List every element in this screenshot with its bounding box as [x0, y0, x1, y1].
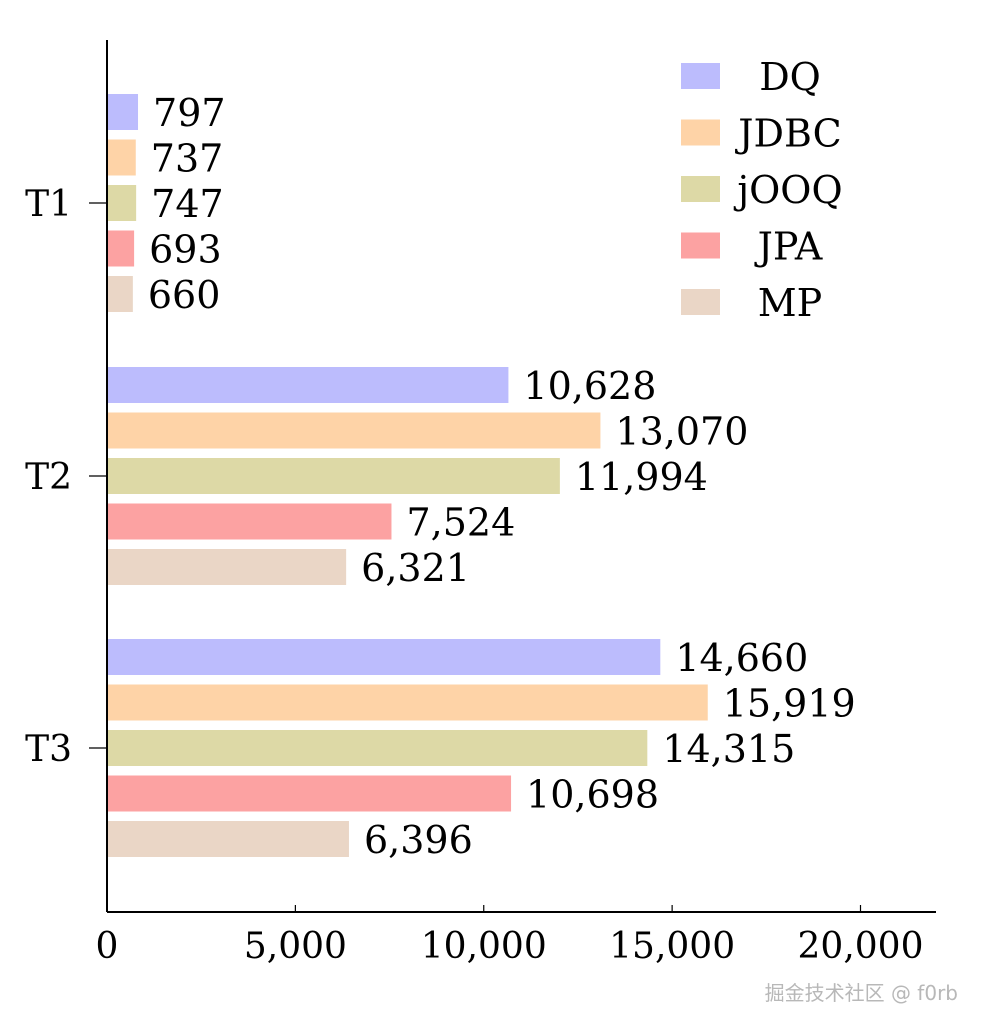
data-label: 6,396 — [364, 818, 473, 862]
bar — [108, 458, 560, 494]
x-tick-label: 15,000 — [609, 926, 735, 967]
data-label: 14,660 — [675, 636, 808, 680]
y-tick-label: T3 — [25, 729, 72, 770]
data-label: 10,628 — [523, 364, 656, 408]
data-label: 10,698 — [526, 773, 659, 817]
bar — [108, 230, 135, 267]
data-label: 693 — [149, 228, 222, 272]
bar — [108, 821, 349, 857]
x-tick-label: 20,000 — [798, 926, 924, 967]
data-labels: 79773774769366010,62813,07011,9947,5246,… — [148, 91, 856, 862]
legend-label: jOOQ — [733, 168, 842, 212]
data-label: 15,919 — [723, 682, 856, 726]
data-label: 11,994 — [575, 455, 708, 499]
x-tick-label: 0 — [96, 926, 119, 967]
bar — [108, 412, 601, 449]
data-label: 13,070 — [615, 410, 748, 454]
legend-label: DQ — [759, 55, 821, 99]
data-label: 7,524 — [406, 501, 515, 545]
legend-swatch — [681, 232, 720, 259]
bar — [108, 139, 136, 176]
bar — [108, 185, 137, 221]
data-label: 737 — [151, 137, 224, 181]
bar — [108, 367, 509, 403]
legend: DQ JDBC jOOQ JPA MP — [681, 55, 843, 325]
bar — [108, 684, 708, 721]
legend-label: JDBC — [734, 112, 841, 156]
x-tick-label: 5,000 — [244, 926, 347, 967]
legend-swatch — [681, 289, 720, 315]
legend-swatch — [681, 176, 720, 202]
x-tick-label: 10,000 — [421, 926, 547, 967]
bars — [108, 94, 708, 857]
bar — [108, 775, 512, 812]
data-label: 14,315 — [662, 727, 795, 771]
legend-label: MP — [758, 281, 822, 325]
data-label: 660 — [148, 273, 221, 317]
bar — [108, 276, 133, 312]
legend-label: JPA — [754, 225, 823, 269]
data-label: 747 — [151, 182, 224, 226]
bar — [108, 549, 347, 585]
bar — [108, 639, 661, 675]
bar — [108, 730, 648, 766]
bar — [108, 503, 392, 540]
watermark: 掘金技术社区 @ f0rb — [764, 981, 958, 1005]
y-tick-label: T2 — [25, 457, 72, 498]
legend-swatch — [681, 63, 720, 89]
data-label: 6,321 — [361, 546, 470, 590]
y-tick-label: T1 — [25, 184, 72, 225]
data-label: 797 — [153, 91, 226, 135]
bar — [108, 94, 139, 130]
axes: 0 5,000 10,000 15,000 20,000 T1 T2 T3 — [25, 40, 936, 967]
legend-swatch — [681, 119, 720, 146]
